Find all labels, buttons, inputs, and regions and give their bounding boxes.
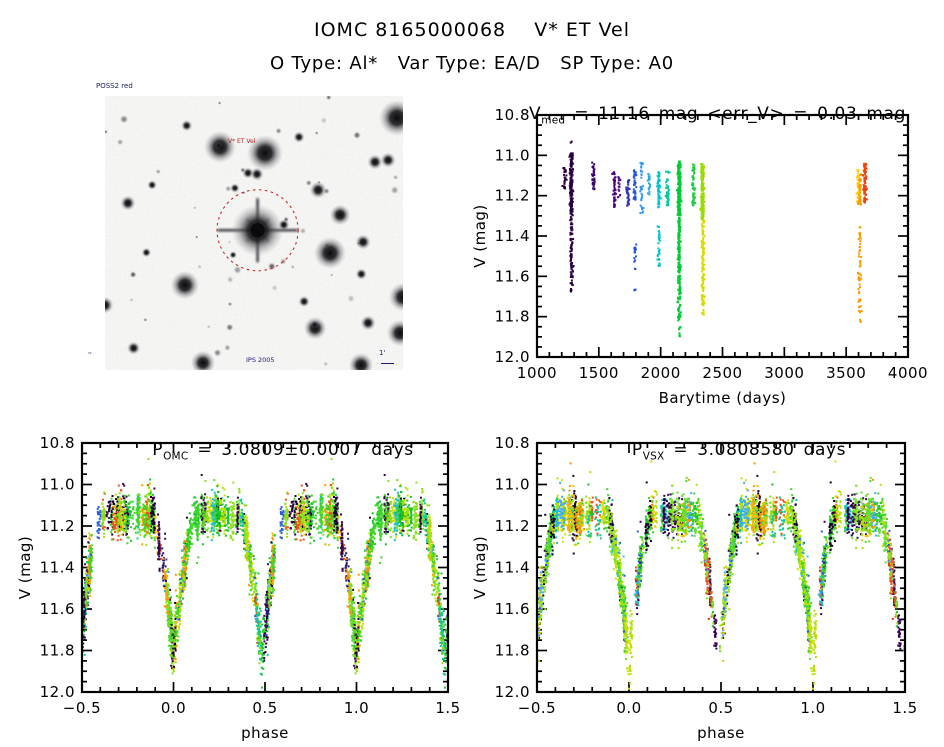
x-axis-label: phase (697, 724, 745, 742)
finder-target-star (217, 198, 298, 263)
y-tick-label: 11.0 (495, 146, 530, 164)
y-tick-label: 12.0 (40, 683, 75, 701)
x-tick-label: 0.0 (616, 699, 641, 717)
y-tick-label: 11.0 (40, 476, 75, 494)
phase-vsx-plot: −0.5 0.0 0.5 1.0 1.5 10.8 11.0 11.2 11.4 11.6 11.8… (471, 434, 917, 742)
x-tick-label: 0.5 (252, 699, 277, 717)
plot-frame (80, 441, 450, 694)
y-tick-label: 11.6 (40, 600, 75, 618)
x-tick-label: 0.0 (161, 699, 186, 717)
x-tick-label: −0.5 (518, 699, 556, 717)
x-tick-label: 2000 (641, 364, 681, 382)
finder-survey-label: POSS2 red (96, 82, 133, 90)
finder-corner-marks: '' (88, 351, 92, 359)
x-axis-label: phase (241, 724, 289, 742)
phase-points (538, 460, 904, 690)
y-tick-label: 11.2 (40, 517, 75, 535)
y-tick-label: 11.2 (495, 517, 530, 535)
y-tick-label: 12.0 (495, 683, 530, 701)
y-tick-label: 11.6 (495, 600, 530, 618)
x-tick-label: 1500 (579, 364, 619, 382)
axis-ticks (536, 114, 909, 358)
plot-frame (535, 113, 910, 359)
x-tick-label: 1.5 (435, 699, 460, 717)
y-tick-label: 10.8 (495, 434, 530, 452)
finder-target-label: V* ET Vel (228, 138, 256, 145)
x-axis-label: Barytime (days) (659, 389, 787, 407)
page-title: IOMC 8165000068 V* ET Vel (314, 19, 630, 41)
phase-omc-title-prefix: P (152, 440, 164, 460)
y-tick-label: 11.0 (495, 476, 530, 494)
y-tick-label: 11.4 (495, 227, 530, 245)
axis-ticks (81, 442, 449, 693)
plot-frame (535, 441, 907, 694)
finder-scale-bar (381, 363, 394, 364)
target-marker-circle (216, 189, 299, 272)
x-tick-label: 3000 (764, 364, 804, 382)
y-axis-label: V (mag) (471, 204, 489, 268)
x-tick-label: 1000 (517, 364, 557, 382)
finder-stars-group (105, 96, 403, 370)
y-tick-label: 11.4 (495, 559, 530, 577)
y-tick-label: 11.8 (495, 642, 530, 660)
x-tick-label: 1.5 (892, 699, 917, 717)
finder-footer-label: IPS 2005 (246, 356, 275, 364)
x-tick-label: 1.0 (800, 699, 825, 717)
y-axis-label: V (mag) (471, 536, 489, 600)
y-tick-label: 11.8 (40, 642, 75, 660)
finder-scale-label: 1' (379, 349, 386, 357)
lightcurve-plot: 1000 1500 2000 2500 3000 3500 4000 10.8 11.0 11.2… (471, 106, 928, 407)
page-subtitle: O Type: Al* Var Type: EA/D SP Type: A0 (270, 53, 674, 74)
x-tick-label: −0.5 (63, 699, 101, 717)
phase-omc-title-rest: = 3.0809±0.0007 days (188, 440, 414, 460)
y-tick-label: 11.2 (495, 187, 530, 205)
finder-chart-image (105, 96, 403, 370)
x-tick-label: 1.0 (344, 699, 369, 717)
x-tick-label: 2500 (702, 364, 742, 382)
axis-ticks (536, 442, 906, 693)
x-tick-label: 0.5 (708, 699, 733, 717)
x-tick-label: 4000 (888, 364, 928, 382)
lightcurve-title-prefix: V (529, 104, 542, 124)
x-tick-label: 3500 (826, 364, 866, 382)
phase-vsx-title-prefix: P (631, 440, 643, 460)
phase-vsx-title-sub: VSX (642, 450, 665, 463)
y-axis-label: V (mag) (16, 536, 34, 600)
phase-omc-plot: −0.5 0.0 0.5 1.0 1.5 10.8 11.0 11.2 11.4 11.6 11.8… (16, 434, 460, 742)
y-tick-label: 11.8 (495, 308, 530, 326)
y-tick-label: 11.4 (40, 559, 75, 577)
y-tick-label: 11.6 (495, 267, 530, 285)
y-tick-label: 10.8 (495, 106, 530, 124)
lightcurve-points (561, 140, 868, 338)
phase-points (83, 457, 447, 689)
lightcurve-title-sub: med (541, 114, 566, 127)
phase-omc-title-sub: OMC (163, 450, 189, 463)
y-tick-label: 12.0 (495, 348, 530, 366)
y-tick-label: 10.8 (40, 434, 75, 452)
phase-omc-title: POMC = 3.0809±0.0007 days (82, 420, 448, 482)
